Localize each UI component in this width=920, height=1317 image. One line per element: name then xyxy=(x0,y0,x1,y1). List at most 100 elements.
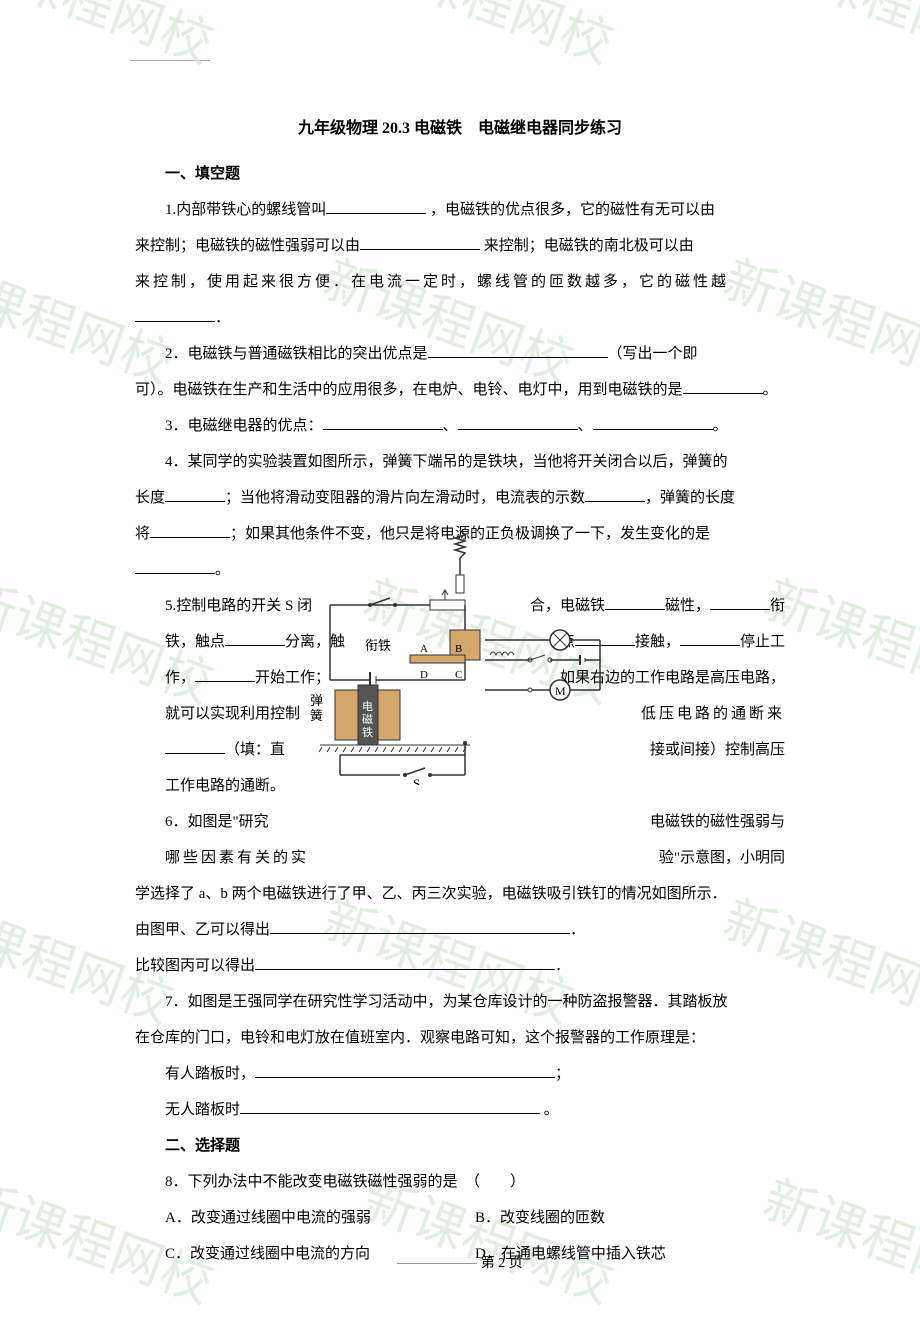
q1-text-f: ． xyxy=(215,310,230,326)
q5j: 作， xyxy=(165,670,195,686)
blank xyxy=(255,1077,555,1078)
q6h: 比较图丙可以得出 xyxy=(135,958,255,974)
question-2-cont: 可）。电磁铁在生产和生活中的应用很多，在电炉、电铃、电灯中，用到电磁铁的是。 xyxy=(135,372,785,408)
q5i: 停止工 xyxy=(740,634,785,650)
circuit-diagram: 衔铁 A B C D 弹 簧 电 磁 铁 M xyxy=(310,530,620,785)
blank xyxy=(135,321,215,322)
q6c: 哪些因素有关的实 xyxy=(135,840,309,876)
question-1-cont: 来控制；电磁铁的磁性强弱可以由 来控制；电磁铁的南北极可以由 xyxy=(135,228,785,264)
q8-option-b: B．改变线圈的匝数 xyxy=(475,1200,785,1236)
label-d: D xyxy=(420,669,428,681)
question-2: 2．电磁铁与普通磁铁相比的突出优点是（写出一个即 xyxy=(135,336,785,372)
q4-text-g: 。 xyxy=(215,562,230,578)
q8-option-a: A．改变通过线圈中电流的强弱 xyxy=(165,1200,475,1236)
label-b: B xyxy=(455,643,462,655)
blank xyxy=(323,429,443,430)
q2-text-d: 。 xyxy=(763,382,778,398)
blank xyxy=(680,645,740,646)
q4-text-e: 将 xyxy=(135,526,150,542)
q5o: （填：直 xyxy=(225,742,285,758)
q6a: 6．如图是"研究 xyxy=(165,814,269,830)
q3-text-d: 。 xyxy=(713,418,728,434)
question-3: 3．电磁继电器的优点： 、 、 。 xyxy=(135,408,785,444)
question-6-cont2: 由图甲、乙可以得出 ． xyxy=(135,912,785,948)
q6f: 由图甲、乙可以得出 xyxy=(135,922,270,938)
q4-text-d: ，弹簧的长度 xyxy=(645,490,735,506)
label-c: C xyxy=(455,669,462,681)
blank xyxy=(270,933,570,934)
blank xyxy=(683,393,763,394)
q7d: ； xyxy=(555,1066,570,1082)
blank xyxy=(150,537,230,538)
q4-text-a: 4．某同学的实验装置如图所示，弹簧下端吊的是铁块，当他将开关闭合以后，弹簧的 xyxy=(165,454,728,470)
question-6-cont: 学选择了 a、b 两个电磁铁进行了甲、乙、丙三次实验，电磁铁吸引铁钉的情况如图所… xyxy=(135,876,785,912)
q5e: 铁，触点 xyxy=(165,634,225,650)
question-4: 4．某同学的实验装置如图所示，弹簧下端吊的是铁块，当他将开关闭合以后，弹簧的 xyxy=(135,444,785,480)
q3-text-b: 、 xyxy=(443,418,458,434)
q6g: ． xyxy=(570,922,585,938)
question-8: 8．下列办法中不能改变电磁铁磁性强弱的是 （ ） xyxy=(135,1164,785,1200)
q5h: 接触， xyxy=(635,634,680,650)
page-line xyxy=(397,1263,477,1264)
page-number: 第 2 页 xyxy=(0,1252,920,1272)
blank xyxy=(326,213,426,214)
q6b: 电磁铁的磁性强弱与 xyxy=(620,804,785,840)
question-7: 7．如图是王强同学在研究性学习活动中，为某仓库设计的一种防盗报警器．其踏板放 xyxy=(135,984,785,1020)
blank xyxy=(585,501,645,502)
q3-text-c: 、 xyxy=(578,418,593,434)
page-label: 第 2 页 xyxy=(481,1256,523,1271)
blank xyxy=(593,429,713,430)
q4-text-b: 长度 xyxy=(135,490,165,506)
q5c: 磁性， xyxy=(665,598,710,614)
em-label3: 铁 xyxy=(362,726,373,739)
question-4-cont: 长度 ；当他将滑动变阻器的滑片向左滑动时，电流表的示数 ，弹簧的长度 xyxy=(135,480,785,516)
q5d: 衔 xyxy=(770,598,785,614)
blank xyxy=(710,609,770,610)
q7f: 。 xyxy=(540,1102,559,1118)
q5a: 5.控制电路的开关 S 闭 xyxy=(165,598,312,614)
blank xyxy=(240,1113,540,1114)
q1-text-e: 来控制，使用起来很方便．在电流一定时，螺线管的匝数越多，它的磁性越 xyxy=(135,274,729,290)
q7c: 有人踏板时， xyxy=(165,1066,255,1082)
q6i: ． xyxy=(555,958,570,974)
q7b: 在仓库的门口，电铃和电灯放在值班室内．观察电路可知，这个报警器的工作原理是： xyxy=(135,1030,705,1046)
question-7-cont: 在仓库的门口，电铃和电灯放在值班室内．观察电路可知，这个报警器的工作原理是： xyxy=(135,1020,785,1056)
q1-text-a: 1.内部带铁心的螺线管叫 xyxy=(165,202,326,218)
spring-label: 弹 xyxy=(310,693,323,708)
q4-text-c: ；当他将滑动变阻器的滑片向左滑动时，电流表的示数 xyxy=(225,490,585,506)
blank xyxy=(135,573,215,574)
blank xyxy=(225,645,285,646)
question-6-line2: 哪些因素有关的实 验"示意图，小明同 xyxy=(135,840,785,876)
blank xyxy=(165,753,225,754)
section-2-header: 二、选择题 xyxy=(135,1128,785,1164)
question-6-line1: 6．如图是"研究 电磁铁的磁性强弱与 xyxy=(135,804,785,840)
label-s: S xyxy=(413,776,420,785)
q5q: 工作电路的通断。 xyxy=(165,778,285,794)
q1-text-b: ，电磁铁的优点很多，它的磁性有无可以由 xyxy=(426,202,715,218)
label-a: A xyxy=(420,643,428,655)
question-7-cont3: 无人踏板时 。 xyxy=(135,1092,785,1128)
doc-title: 九年级物理 20.3 电磁铁 电磁继电器同步练习 xyxy=(135,110,785,148)
question-1-cont3: ． xyxy=(135,300,785,336)
q7e: 无人踏板时 xyxy=(165,1102,240,1118)
q2-text-b: （写出一个即 xyxy=(608,346,698,362)
blank xyxy=(195,681,255,682)
spring-label2: 簧 xyxy=(310,708,323,723)
q6d: 验"示意图，小明同 xyxy=(629,840,785,876)
q5n: 低压电路的通断来 xyxy=(611,696,785,732)
q3-text-a: 3．电磁继电器的优点： xyxy=(165,418,323,434)
q5m: 就可以实现利用控制 xyxy=(135,696,300,732)
question-1: 1.内部带铁心的螺线管叫 ，电磁铁的优点很多，它的磁性有无可以由 xyxy=(135,192,785,228)
blank xyxy=(458,429,578,430)
question-6-cont3: 比较图丙可以得出 ． xyxy=(135,948,785,984)
q5p: 接或间接）控制高压 xyxy=(620,732,785,768)
question-1-cont2: 来控制，使用起来很方便．在电流一定时，螺线管的匝数越多，它的磁性越 xyxy=(135,264,785,300)
em-label1: 电 xyxy=(362,700,373,713)
q7a: 7．如图是王强同学在研究性学习活动中，为某仓库设计的一种防盗报警器．其踏板放 xyxy=(165,994,728,1010)
label-m: M xyxy=(555,684,566,698)
q1-text-d: 来控制；电磁铁的南北极可以由 xyxy=(480,238,694,254)
question-7-cont2: 有人踏板时， ； xyxy=(135,1056,785,1092)
armature-label: 衔铁 xyxy=(365,638,391,653)
q6e: 学选择了 a、b 两个电磁铁进行了甲、乙、丙三次实验，电磁铁吸引铁钉的情况如图所… xyxy=(135,886,727,902)
em-label2: 磁 xyxy=(362,713,373,726)
